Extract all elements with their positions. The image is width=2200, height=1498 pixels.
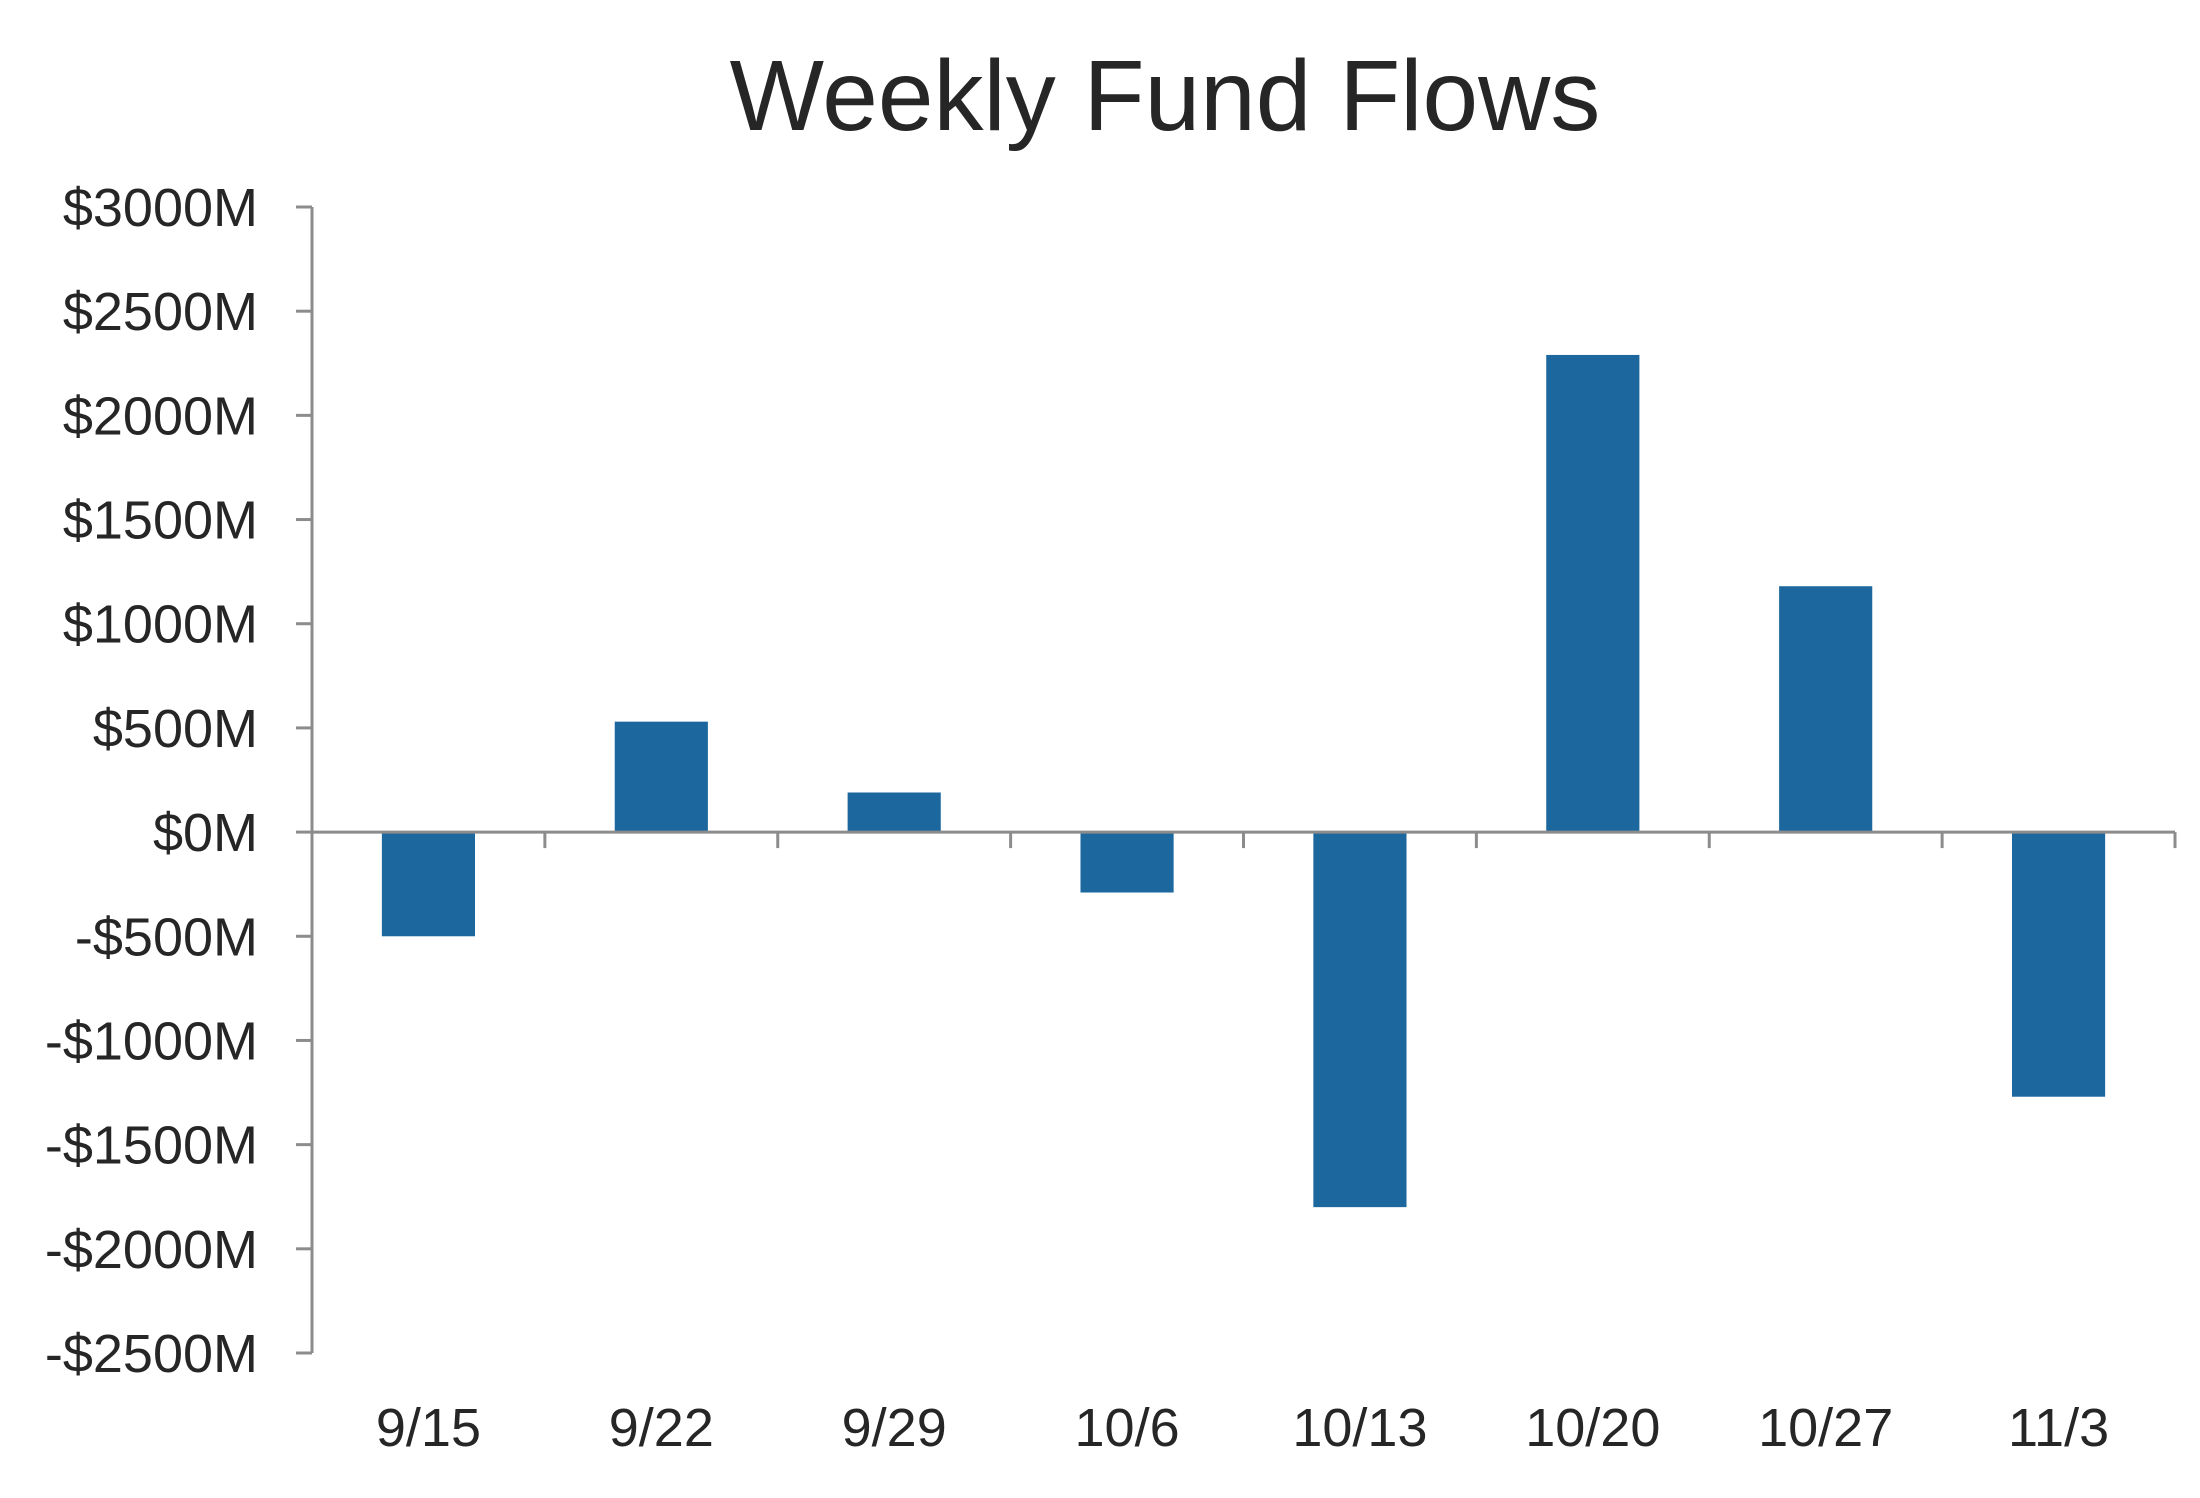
x-tick-label: 10/13 bbox=[1292, 1398, 1427, 1458]
x-tick-label: 9/29 bbox=[842, 1398, 947, 1458]
y-tick-label: $1500M bbox=[63, 491, 258, 551]
y-tick-label: -$1000M bbox=[45, 1011, 258, 1071]
bar-10-6 bbox=[1080, 832, 1174, 893]
x-tick-label: 10/20 bbox=[1525, 1398, 1660, 1458]
bar-10-13 bbox=[1313, 832, 1407, 1208]
bar-9-22 bbox=[614, 721, 708, 833]
bar-9-29 bbox=[847, 792, 941, 833]
y-tick-label: -$500M bbox=[75, 907, 258, 967]
x-tick-label: 10/27 bbox=[1758, 1398, 1893, 1458]
y-tick-label: $1000M bbox=[63, 595, 258, 655]
y-tick-label: $500M bbox=[93, 699, 258, 759]
x-tick-label: 11/3 bbox=[2008, 1398, 2109, 1458]
x-tick-label: 10/6 bbox=[1075, 1398, 1180, 1458]
y-tick-label: $2500M bbox=[63, 282, 258, 342]
bar-10-20 bbox=[1546, 354, 1640, 833]
y-axis: $3000M $2500M $2000M $1500M $1000M $500M $0M -$… bbox=[45, 178, 314, 1384]
bar-9-15 bbox=[381, 832, 476, 937]
bar-11-3 bbox=[2011, 832, 2106, 1097]
y-tick-label: $0M bbox=[153, 803, 258, 863]
x-tick-label: 9/15 bbox=[376, 1398, 481, 1458]
y-tick-label: -$2000M bbox=[45, 1220, 258, 1280]
y-tick-label: -$2500M bbox=[45, 1324, 258, 1384]
y-tick-label: -$1500M bbox=[45, 1116, 258, 1176]
y-tick-label: $3000M bbox=[63, 178, 258, 238]
x-tick-label: 9/22 bbox=[609, 1398, 714, 1458]
y-tick-label: $2000M bbox=[63, 386, 258, 446]
x-axis: 9/15 9/22 9/29 10/6 10/13 10/20 10/27 11/3 bbox=[312, 830, 2177, 1458]
bars bbox=[381, 354, 2106, 1208]
bar-10-27 bbox=[1779, 586, 1873, 833]
chart-title: Weekly Fund Flows bbox=[730, 40, 1601, 152]
